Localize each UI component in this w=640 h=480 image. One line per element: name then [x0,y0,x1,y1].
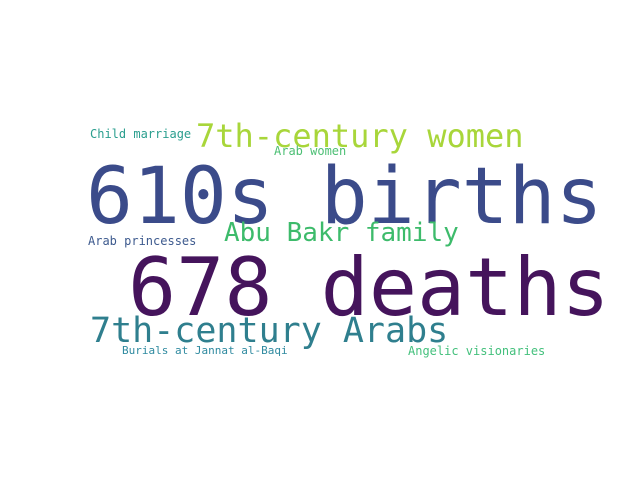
word-7th-century-women: 7th-century women [196,117,524,155]
word-abu-bakr-family: Abu Bakr family [224,218,459,248]
word-arab-princesses: Arab princesses [88,234,197,248]
word-arab-women: Arab women [274,144,347,158]
word-child-marriage: Child marriage [90,127,192,141]
word-burials-at-jannat-al-baqi: Burials at Jannat al-Baqi [122,344,288,357]
word-angelic-visionaries: Angelic visionaries [408,344,546,358]
word-7th-century-arabs: 7th-century Arabs [90,311,449,351]
word-678-deaths: 678 deaths [128,241,610,334]
word-610s-births: 610s births [86,152,603,242]
